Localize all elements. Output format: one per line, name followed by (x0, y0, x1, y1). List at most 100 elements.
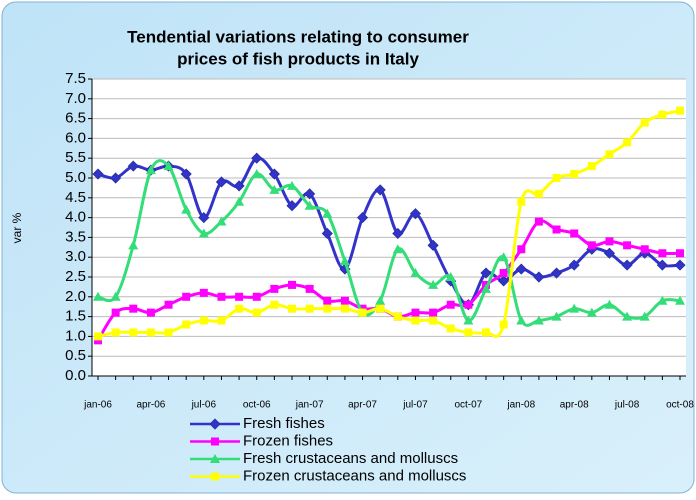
data-point (481, 283, 491, 293)
plot-area (92, 79, 686, 376)
data-point (570, 229, 579, 238)
data-point (268, 168, 280, 180)
data-point (676, 106, 684, 115)
data-point (235, 304, 244, 313)
data-point (550, 267, 563, 279)
data-point (516, 315, 527, 325)
data-point (358, 308, 367, 317)
data-point (129, 328, 138, 337)
data-point (568, 259, 580, 271)
data-point (111, 328, 120, 337)
data-point (145, 165, 156, 175)
data-point (498, 275, 510, 287)
data-point (340, 296, 349, 305)
y-tick-label: 0.5 (65, 347, 86, 364)
data-point (233, 180, 245, 192)
data-point (164, 328, 173, 337)
data-point (340, 304, 349, 313)
data-point (164, 300, 173, 309)
legend-label: Fresh crustaceans and molluscs (243, 450, 458, 467)
y-tick-label: 1.5 (65, 308, 86, 325)
series-line (97, 159, 681, 327)
data-point (551, 311, 562, 321)
data-point (339, 256, 350, 266)
y-tick-label: 3.0 (65, 248, 86, 265)
data-point (517, 245, 526, 254)
data-point (640, 118, 649, 127)
data-point (587, 241, 596, 250)
x-tick-label: oct-07 (454, 400, 482, 411)
data-point (570, 170, 579, 179)
data-point (304, 188, 316, 200)
y-tick-label: 6.0 (65, 129, 86, 146)
data-point (305, 284, 314, 293)
data-point (322, 208, 333, 218)
y-tick-label: 2.0 (65, 288, 86, 305)
data-point (376, 304, 385, 313)
data-point (182, 320, 191, 329)
data-point (499, 269, 508, 278)
data-point (623, 138, 632, 147)
data-point (429, 316, 438, 325)
data-point (93, 291, 103, 301)
data-point (445, 272, 456, 281)
x-tick-label: oct-06 (243, 400, 271, 411)
y-tick-label: 5.5 (65, 149, 86, 166)
data-point (533, 271, 545, 283)
data-point (411, 308, 420, 317)
data-point (217, 292, 226, 301)
y-tick-label: 0.0 (65, 367, 86, 384)
data-point (163, 161, 174, 171)
x-tick-label: jan-06 (83, 400, 112, 411)
legend-marker (210, 454, 220, 463)
data-point (181, 204, 192, 214)
data-point (129, 304, 138, 313)
data-point (110, 291, 121, 301)
data-point (569, 303, 580, 313)
data-point (323, 296, 332, 305)
chart-title: prices of fish products in Italy (177, 49, 419, 68)
data-point (657, 295, 668, 305)
y-tick-label: 1.0 (65, 327, 86, 344)
x-tick-label: jan-07 (295, 400, 324, 411)
data-point (128, 240, 139, 250)
legend-label: Fresh fishes (243, 415, 325, 432)
data-point (515, 263, 527, 275)
data-point (586, 307, 597, 317)
series-line (97, 156, 681, 307)
x-tick-label: apr-06 (136, 400, 165, 411)
y-tick-label: 7.0 (65, 90, 86, 107)
data-point (321, 227, 333, 240)
data-point (270, 284, 279, 293)
x-tick-label: jul-08 (614, 400, 640, 411)
data-point (533, 315, 544, 325)
data-point (658, 110, 667, 119)
chart-title: Tendential variations relating to consum… (127, 27, 469, 46)
data-point (675, 295, 685, 305)
legend-label: Frozen crustaceans and molluscs (243, 467, 466, 484)
data-point (146, 308, 155, 317)
x-tick-label: jul-07 (402, 400, 428, 411)
y-axis-label: var % (10, 212, 24, 243)
y-tick-label: 4.5 (65, 189, 86, 206)
data-point (251, 152, 263, 164)
data-point (323, 304, 332, 313)
data-point (270, 300, 279, 309)
data-point (110, 172, 122, 184)
data-point (534, 189, 543, 198)
data-point (305, 304, 314, 313)
data-point (429, 308, 438, 317)
series-line (97, 109, 681, 338)
data-point (392, 244, 403, 254)
legend-marker (211, 437, 219, 446)
data-point (640, 245, 649, 254)
data-point (375, 295, 386, 305)
legend-label: Frozen fishes (243, 432, 333, 449)
data-point (356, 212, 369, 224)
y-tick-label: 4.0 (65, 209, 86, 226)
data-point (658, 249, 667, 258)
y-tick-label: 7.5 (65, 70, 86, 87)
data-point (498, 252, 509, 262)
data-point (252, 308, 261, 317)
data-point (605, 237, 614, 246)
